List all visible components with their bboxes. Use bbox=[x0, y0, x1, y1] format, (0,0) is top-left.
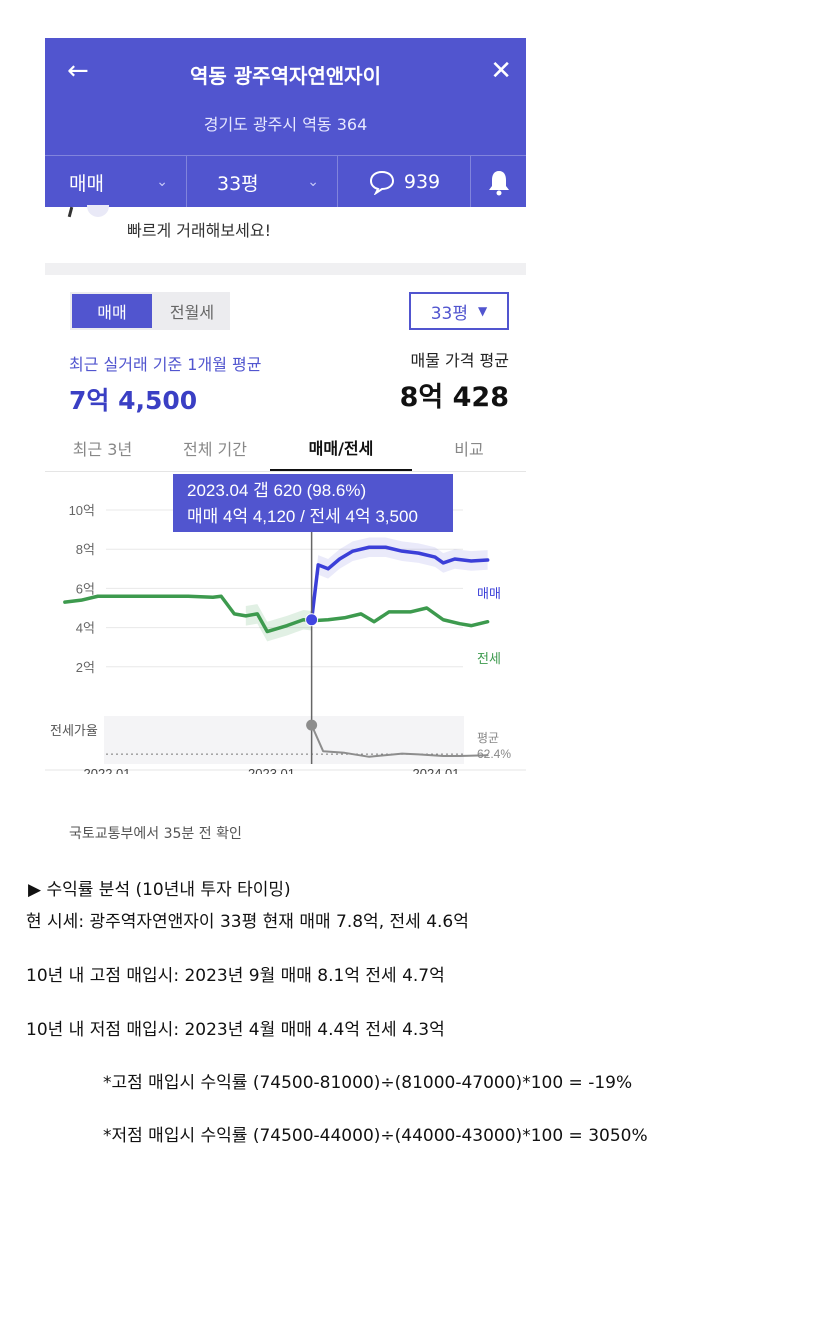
quote-mark bbox=[67, 206, 74, 218]
deal-segment: 매매 전월세 bbox=[70, 292, 230, 330]
analysis-line-current: 현 시세: 광주역자연앤자이 33평 현재 매매 7.8억, 전세 4.6억 bbox=[26, 912, 469, 932]
y-tick-label: 4억 bbox=[76, 621, 95, 636]
size-select-label: 33평 bbox=[430, 303, 469, 324]
price-chart[interactable]: 10억 8억 6억 4억 2억 2022.01 2023.01 2024.01 2023.04 … bbox=[45, 474, 526, 774]
size-dropdown[interactable]: 33평 ⌄ bbox=[187, 156, 338, 208]
chevron-down-icon: ⌄ bbox=[307, 174, 319, 190]
ask-price-label: 매물 가격 평균 bbox=[410, 351, 510, 370]
deal-type-dropdown[interactable]: 매매 ⌄ bbox=[45, 156, 187, 208]
source-note: 국토교통부에서 35분 전 확인 bbox=[69, 826, 242, 842]
page-title: 역동 광주역자연앤자이 bbox=[190, 64, 381, 88]
app-screen: ← 역동 광주역자연앤자이 ✕ 경기도 광주시 역동 364 매매 ⌄ 33평 … bbox=[45, 38, 526, 842]
caret-down-icon: ▼ bbox=[478, 304, 488, 318]
sale-point-marker bbox=[305, 613, 319, 627]
segment-sale[interactable]: 매매 bbox=[72, 294, 152, 328]
analysis-return-high: *고점 매입시 수익률 (74500-81000)÷(81000-47000)*… bbox=[103, 1073, 633, 1093]
x-tick-label: 2022.01 bbox=[84, 766, 131, 774]
rent-range-band bbox=[245, 604, 312, 642]
analysis-line-high: 10년 내 고점 매입시: 2023년 9월 매매 8.1억 전세 4.7억 bbox=[26, 966, 445, 986]
period-tabs: 최근 3년 전체 기간 매매/전세 비교 bbox=[45, 425, 526, 472]
rent-series-label: 전세 bbox=[477, 651, 501, 666]
bell-icon bbox=[488, 171, 509, 196]
promo-banner[interactable]: 빠르게 거래해보세요! bbox=[45, 205, 526, 263]
y-tick-label: 8억 bbox=[76, 542, 95, 557]
price-panel: 매매 전월세 33평 ▼ 최근 실거래 기준 1개월 평균 7억 4,500 매… bbox=[45, 275, 526, 842]
recent-price-value: 7억 4,500 bbox=[69, 386, 198, 415]
average-value: 62.4% bbox=[477, 747, 511, 761]
tab-all-period[interactable]: 전체 기간 bbox=[183, 440, 247, 459]
comment-count: 939 bbox=[403, 171, 441, 193]
ratio-band bbox=[104, 716, 464, 764]
sale-price-line bbox=[309, 545, 490, 622]
analysis-line-low: 10년 내 저점 매입시: 2023년 4월 매매 4.4억 전세 4.3억 bbox=[26, 1020, 445, 1040]
promo-text: 빠르게 거래해보세요! bbox=[127, 221, 271, 240]
comments-button[interactable]: 939 bbox=[338, 156, 471, 208]
section-divider bbox=[45, 263, 526, 275]
rent-price-line bbox=[63, 594, 490, 634]
recent-price-label: 최근 실거래 기준 1개월 평균 bbox=[69, 355, 262, 374]
y-tick-label: 2억 bbox=[76, 660, 95, 675]
size-select[interactable]: 33평 ▼ bbox=[409, 292, 509, 330]
address: 경기도 광주시 역동 364 bbox=[203, 115, 368, 134]
x-tick-label: 2024.01 bbox=[413, 766, 460, 774]
y-tick-label: 10억 bbox=[69, 503, 95, 518]
rent-ratio-line bbox=[310, 724, 489, 758]
tab-sale-rent[interactable]: 매매/전세 bbox=[270, 425, 412, 471]
tooltip-line-2: 매매 4억 4,120 / 전세 4억 3,500 bbox=[187, 507, 418, 526]
speech-bubble-icon bbox=[369, 170, 394, 195]
ask-price-value: 8억 428 bbox=[399, 382, 509, 413]
close-icon[interactable]: ✕ bbox=[490, 56, 512, 86]
sale-series-label: 매매 bbox=[477, 586, 501, 601]
alert-button[interactable] bbox=[471, 156, 526, 208]
tooltip-line-1: 2023.04 갭 620 (98.6%) bbox=[187, 481, 366, 500]
x-tick-label: 2023.01 bbox=[248, 766, 295, 774]
y-tick-label: 6억 bbox=[76, 581, 95, 596]
ratio-label: 전세가율 bbox=[50, 723, 98, 738]
avatar bbox=[87, 205, 109, 217]
tab-recent-3y[interactable]: 최근 3년 bbox=[72, 440, 133, 459]
size-label: 33평 bbox=[217, 172, 259, 195]
tooltip-box bbox=[173, 474, 453, 532]
average-label: 평균 bbox=[477, 731, 499, 745]
tab-compare[interactable]: 비교 bbox=[454, 440, 484, 459]
sale-range-band bbox=[311, 537, 488, 630]
analysis-heading: ▶ 수익률 분석 (10년내 투자 타이밍) bbox=[28, 880, 291, 900]
segment-rent[interactable]: 전월세 bbox=[169, 303, 215, 322]
arrow-left-icon[interactable]: ← bbox=[67, 56, 89, 86]
deal-type-label: 매매 bbox=[69, 172, 104, 195]
analysis-return-low: *저점 매입시 수익률 (74500-44000)÷(44000-43000)*… bbox=[103, 1126, 648, 1146]
ratio-point-marker bbox=[306, 719, 318, 731]
top-bar: ← 역동 광주역자연앤자이 ✕ 경기도 광주시 역동 364 매매 ⌄ 33평 … bbox=[45, 38, 526, 208]
chevron-down-icon: ⌄ bbox=[156, 174, 168, 190]
filter-bar: 매매 ⌄ 33평 ⌄ 939 bbox=[45, 155, 526, 208]
